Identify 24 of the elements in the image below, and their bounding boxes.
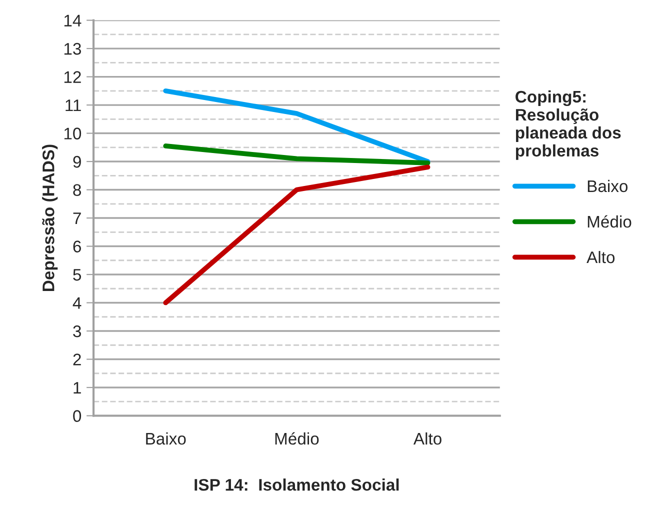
- y-tick-label: 1: [74, 382, 81, 394]
- y-tick-label: 11: [66, 100, 81, 112]
- y-axis-title: Depressão (HADS): [42, 144, 58, 291]
- y-tick-label: 2: [73, 354, 81, 366]
- x-tick-label: Baixo: [146, 432, 186, 445]
- legend-label: Alto: [586, 250, 615, 264]
- legend-label: Baixo: [588, 180, 628, 192]
- y-tick-label: 0: [73, 410, 82, 422]
- x-tick-label: Alto: [413, 432, 442, 445]
- y-tick-label: 6: [73, 240, 81, 252]
- x-tick-label: Médio: [275, 432, 319, 445]
- y-tick-label: 14: [64, 14, 82, 26]
- legend-label: Médio: [588, 215, 632, 228]
- y-tick-label: 3: [73, 325, 81, 338]
- legend-title: Coping5: Resolução planeada dos problemas: [516, 90, 621, 160]
- y-tick-label: 10: [64, 128, 82, 140]
- y-tick-label: 4: [72, 297, 82, 309]
- y-tick-label: 7: [73, 212, 81, 224]
- y-tick-label: 9: [73, 156, 81, 168]
- y-tick-label: 12: [64, 71, 81, 83]
- y-tick-label: 8: [73, 184, 81, 196]
- y-tick-label: 13: [64, 42, 81, 55]
- y-tick-label: 5: [73, 269, 82, 281]
- x-axis-title: ISP 14: Isolamento Social: [194, 478, 399, 491]
